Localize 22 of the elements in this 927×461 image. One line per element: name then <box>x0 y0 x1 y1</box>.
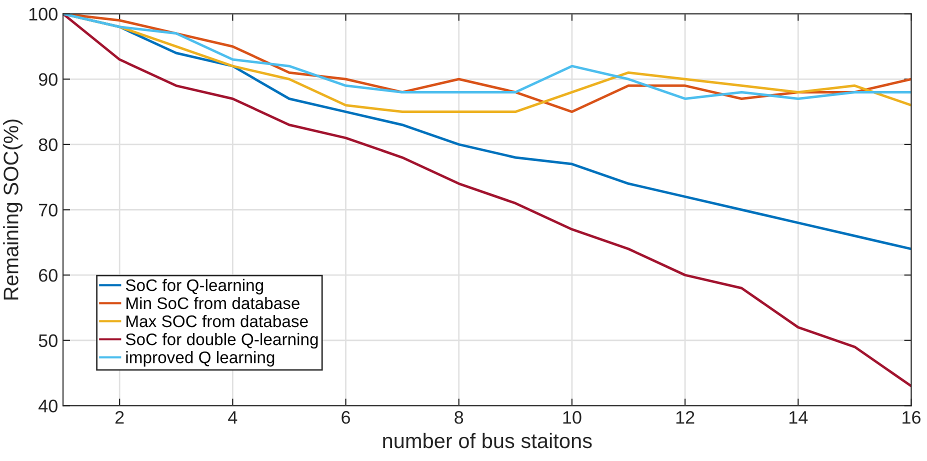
legend-label: SoC for double Q-learning <box>126 333 318 349</box>
legend-label: Min SoC from database <box>126 296 300 310</box>
y-tick-label: 60 <box>39 269 58 282</box>
y-axis-title: Remaining SOC(%) <box>3 120 22 300</box>
y-tick-label: 50 <box>38 334 58 348</box>
y-tick-label: 80 <box>38 138 58 152</box>
legend-label: Max SOC from database <box>126 314 308 328</box>
x-tick-label: 16 <box>902 411 920 424</box>
x-tick-label: 6 <box>342 411 350 424</box>
x-tick-label: 14 <box>789 411 808 424</box>
x-tick-label: 8 <box>454 411 464 424</box>
legend-label: improved Q learning <box>126 351 274 367</box>
x-axis-title: number of bus staitons <box>383 432 592 448</box>
y-tick-label: 40 <box>38 400 58 412</box>
legend-label: SoC for Q-learning <box>126 278 264 294</box>
x-tick-label: 2 <box>115 411 124 424</box>
x-tick-label: 4 <box>228 411 238 424</box>
y-tick-label: 90 <box>38 73 58 86</box>
y-tick-label: 100 <box>29 8 58 21</box>
x-tick-label: 12 <box>676 411 694 424</box>
x-tick-label: 10 <box>563 411 582 424</box>
y-tick-label: 70 <box>39 204 58 216</box>
